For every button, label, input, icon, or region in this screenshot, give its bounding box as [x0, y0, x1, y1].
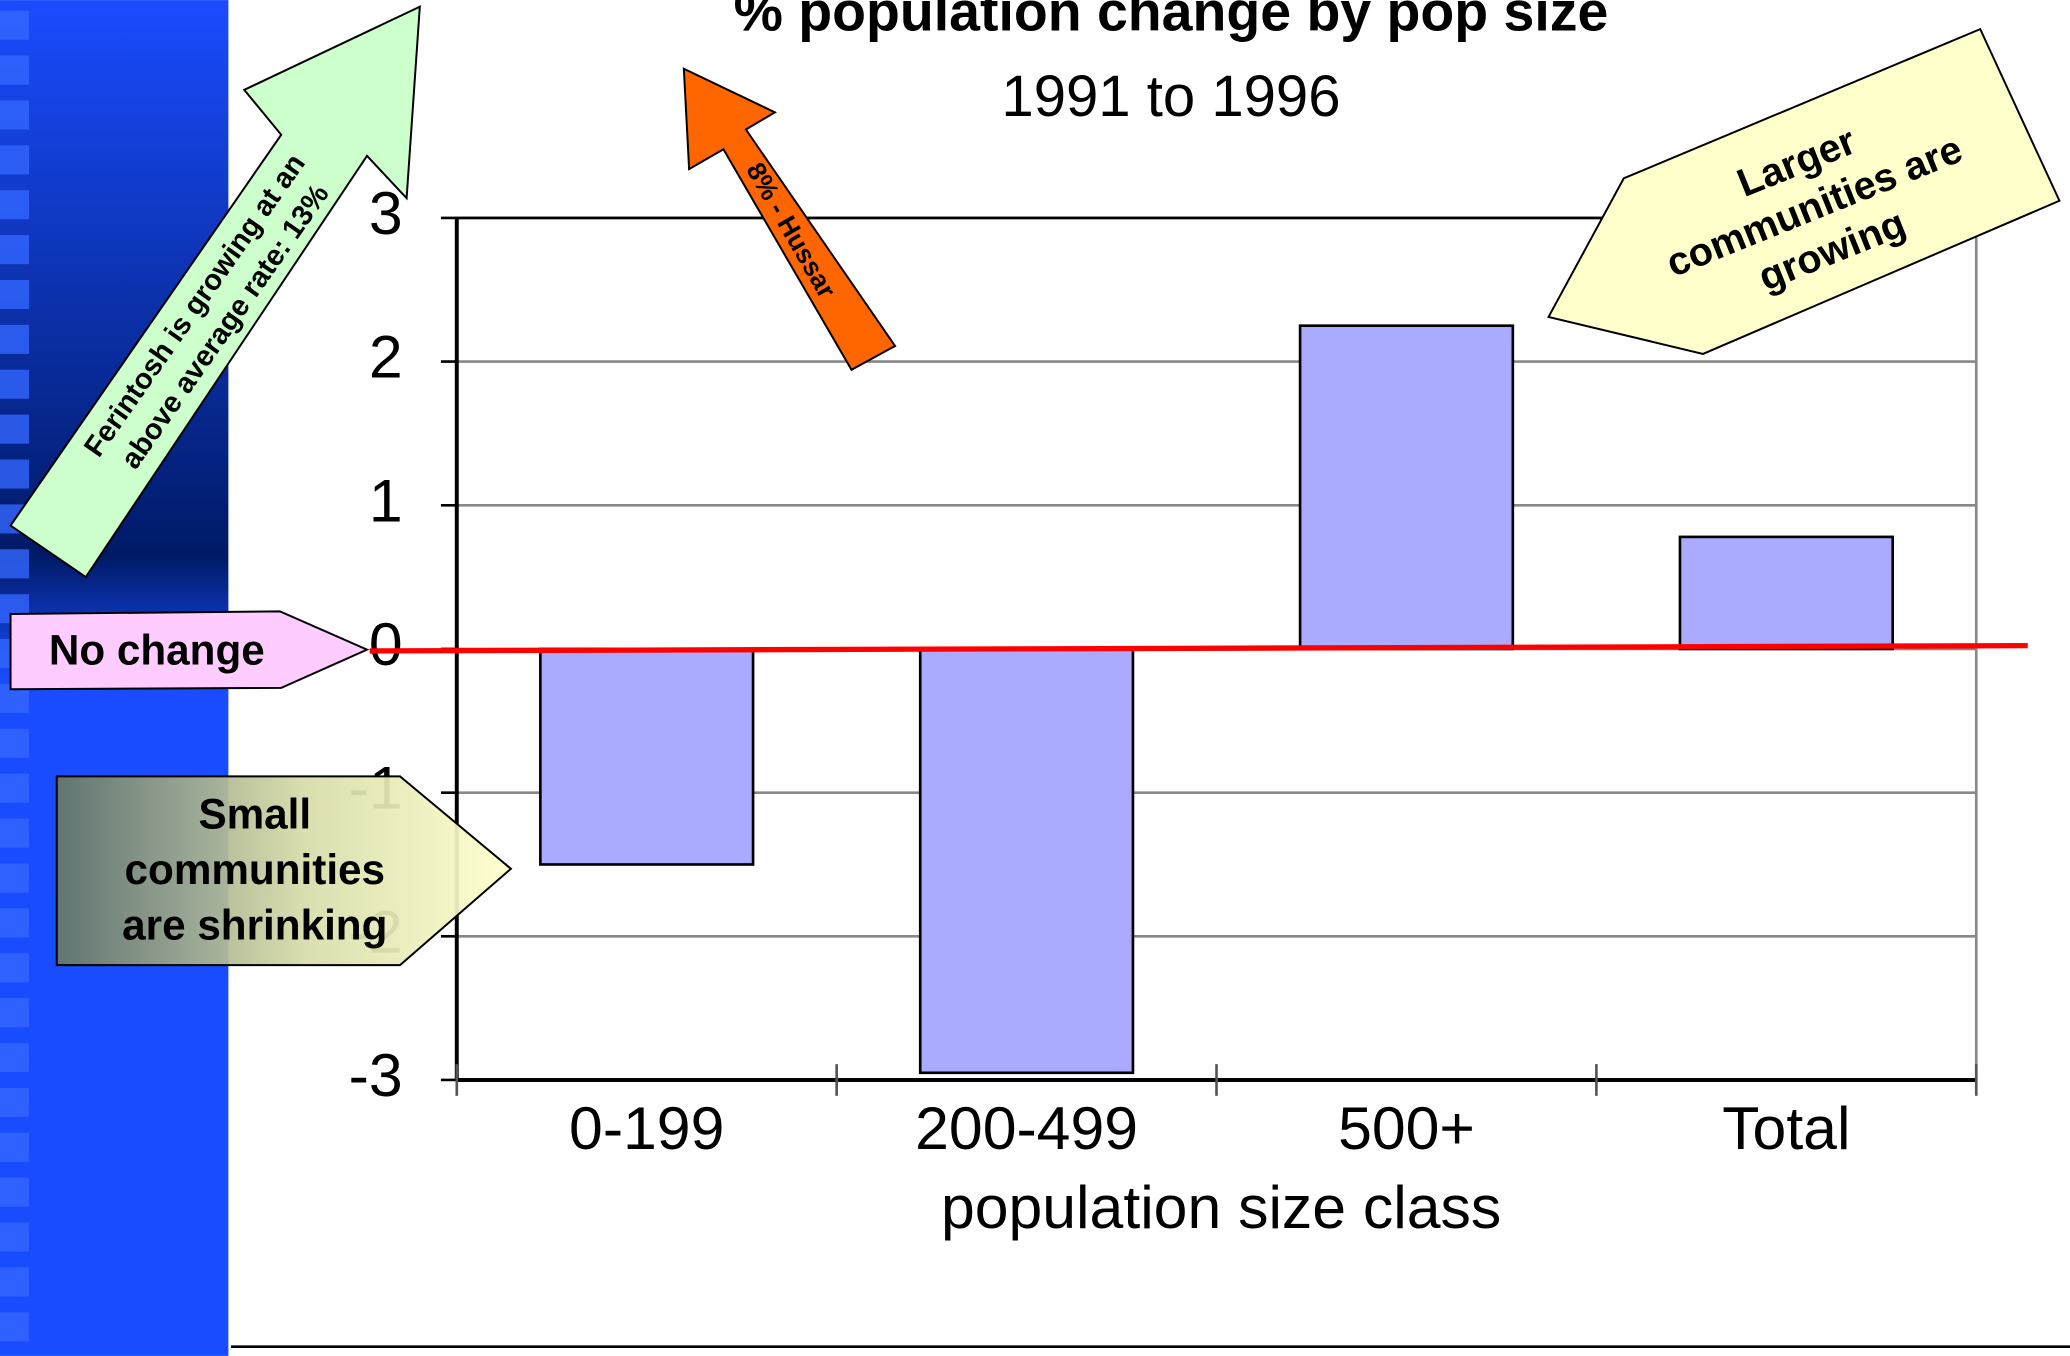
pattern-square [0, 908, 30, 938]
pattern-square [0, 1312, 30, 1342]
pattern-square [0, 1177, 30, 1207]
y-tick-label: -3 [349, 1041, 403, 1109]
pattern-square [0, 55, 30, 85]
bar [918, 647, 1135, 1075]
pattern-square [0, 459, 30, 489]
x-tick-label: 500+ [1338, 1094, 1475, 1162]
callout-arrow [682, 67, 897, 372]
chart-title: % population change by pop size [734, 0, 1609, 43]
y-tick-label: 1 [369, 466, 403, 534]
pattern-square [0, 235, 30, 265]
pattern-square [0, 728, 30, 758]
chart-subtitle: 1991 to 1996 [1001, 64, 1340, 129]
bar [1298, 324, 1515, 651]
pattern-square [0, 863, 30, 893]
annotation-line: communities [125, 846, 386, 893]
annotation-line: No change [49, 627, 265, 674]
annotation-line: are shrinking [122, 901, 387, 948]
x-tick-label: 200-499 [915, 1094, 1138, 1162]
callout: 8% - Hussar [740, 157, 842, 303]
pattern-square [0, 1222, 30, 1252]
x-tick-label: 0-199 [569, 1094, 724, 1162]
callout-arrow [55, 775, 513, 967]
bar [539, 647, 755, 866]
callout-arrow [1547, 27, 2061, 355]
pattern-square [0, 818, 30, 848]
y-tick-label: 2 [369, 323, 403, 391]
annotation-line: 8% - Hussar [740, 157, 842, 303]
x-axis-label: population size class [941, 1173, 1501, 1241]
pattern-square [0, 10, 30, 40]
pattern-square [0, 1087, 30, 1117]
pattern-square [0, 100, 30, 130]
pattern-square [0, 1043, 30, 1073]
pattern-square [0, 369, 30, 399]
bar [1678, 535, 1895, 651]
pattern-square [0, 279, 30, 310]
annotation-line: Small [198, 790, 311, 837]
callout-arrow [9, 610, 370, 691]
zero-reference [369, 643, 2028, 654]
y-tick-label: 0 [369, 610, 403, 678]
pattern-square [0, 190, 30, 220]
pattern-square [0, 414, 30, 444]
x-tick-label: Total [1722, 1094, 1850, 1162]
callout-arrow [9, 5, 421, 579]
pattern-square [0, 1132, 30, 1162]
pattern-square [0, 145, 30, 175]
pattern-square [0, 773, 30, 803]
pattern-square [0, 998, 30, 1028]
y-tick-label: 3 [369, 179, 403, 247]
pattern-square [0, 549, 30, 579]
pattern-square [0, 1267, 30, 1297]
pattern-square [0, 953, 30, 983]
pattern-square [0, 324, 30, 354]
